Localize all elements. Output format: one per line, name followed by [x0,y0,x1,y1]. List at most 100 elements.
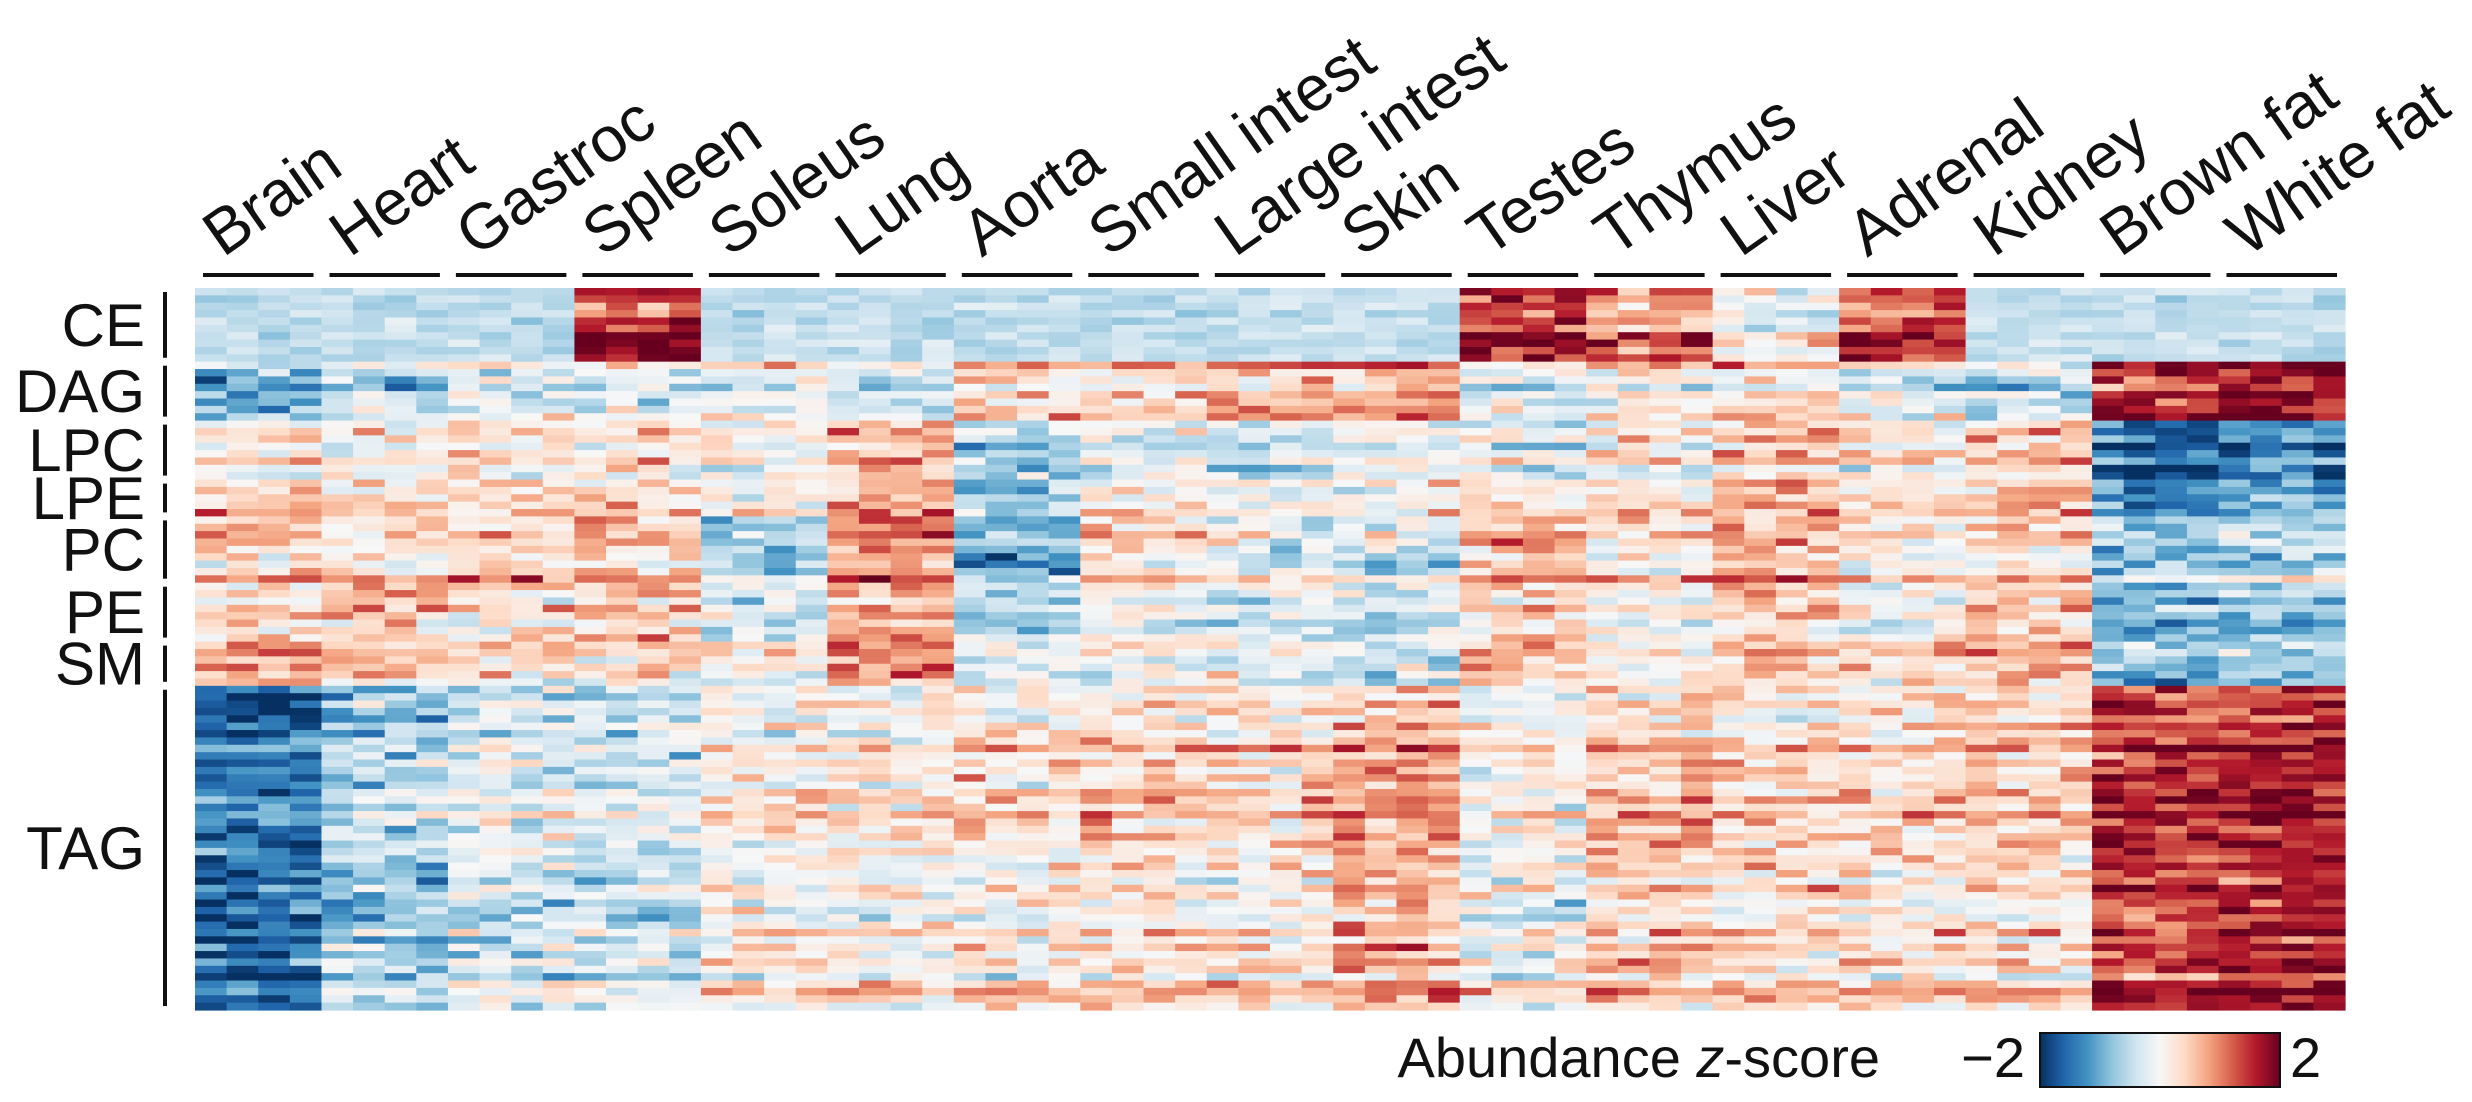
heatmap-cell [2250,420,2283,429]
heatmap-cell [226,523,259,532]
heatmap-cell [858,450,892,459]
heatmap-cell [511,671,544,680]
heatmap-cell [1997,332,2030,341]
heatmap-cell [2186,649,2220,657]
heatmap-cell [1839,582,1872,591]
heatmap-cell [1111,442,1145,451]
heatmap-cell [858,641,892,650]
heatmap-cell [447,796,481,805]
heatmap-cell [1617,288,1651,296]
heatmap-cell [922,693,955,702]
heatmap-cell [764,560,797,569]
heatmap-cell [953,774,987,783]
heatmap-cell [953,413,987,422]
heatmap-cell [1554,523,1587,532]
heatmap-cell [1491,427,1524,436]
heatmap-cell [2060,818,2093,827]
heatmap-cell [542,332,576,341]
heatmap-cell [985,759,1018,768]
heatmap-cell [1459,619,1492,628]
heatmap-cell [1206,693,1239,702]
heatmap-cell [1744,295,1777,304]
heatmap-cell [858,766,892,775]
heatmap-cell [2028,744,2062,753]
heatmap-cell [1206,302,1239,311]
heatmap-cell [922,730,955,739]
heatmap-cell [542,700,576,709]
heatmap-cell [1491,788,1524,797]
heatmap-cell [416,730,449,739]
heatmap-cell [1491,582,1524,591]
heatmap-cell [1491,560,1524,569]
heatmap-cell [1522,604,1556,613]
heatmap-cell [1270,288,1303,296]
heatmap-cell [2218,472,2251,481]
heatmap-cell [1459,722,1492,731]
heatmap-cell [953,450,987,459]
heatmap-cell [827,722,860,731]
heatmap-cell [1775,575,1809,584]
heatmap-cell [1238,310,1271,319]
heatmap-cell [764,346,797,355]
heatmap-cell [226,369,259,378]
heatmap-cell [1681,516,1714,525]
heatmap-cell [1617,553,1651,562]
heatmap-cell [795,531,828,540]
heatmap-cell [795,442,828,451]
heatmap-cell [416,420,449,429]
heatmap-cell [1270,464,1303,473]
heatmap-cell [1270,693,1303,702]
heatmap-cell [2155,324,2188,333]
heatmap-cell [1017,766,1050,775]
heatmap-cell [1080,604,1113,613]
heatmap-cell [2060,523,2093,532]
heatmap-cell [669,369,702,378]
heatmap-cell [1270,818,1303,827]
heatmap-cell [1364,722,1398,731]
heatmap-cell [195,656,228,665]
heatmap-cell [2250,494,2283,503]
heatmap-cell [890,685,923,694]
heatmap-cell [2123,413,2156,422]
heatmap-cell [1807,626,1840,635]
heatmap-cell [1997,369,2030,378]
heatmap-cell [1175,531,1208,540]
heatmap-cell [511,759,544,768]
heatmap-cell [2092,715,2125,724]
heatmap-cell [1681,405,1714,414]
heatmap-cell [1933,427,1967,436]
heatmap-cell [1270,590,1303,599]
heatmap-cell [1870,420,1903,429]
heatmap-cell [795,730,828,739]
heatmap-cell [2186,369,2220,378]
heatmap-cell [1712,494,1745,503]
heatmap-cell [2155,516,2188,525]
heatmap-cell [195,523,228,532]
heatmap-cell [1175,597,1208,606]
heatmap-cell [1681,383,1714,392]
heatmap-cell [1048,361,1081,370]
heatmap-cell [1870,509,1903,517]
heatmap-cell [2186,516,2220,525]
heatmap-cell [1080,450,1113,459]
heatmap-cell [1111,604,1145,613]
heatmap-cell [2186,788,2220,797]
heatmap-cell [953,332,987,341]
heatmap-cell [922,509,955,517]
heatmap-cell [2123,405,2156,414]
heatmap-cell [1839,597,1872,606]
heatmap-cell [1965,464,1998,473]
heatmap-cell [1428,759,1461,768]
heatmap-cell [2218,361,2251,370]
heatmap-cell [289,781,323,790]
heatmap-cell [479,310,512,319]
heatmap-cell [321,332,354,341]
heatmap-cell [858,818,892,827]
heatmap-cell [1965,641,1998,650]
heatmap-cell [258,479,291,488]
heatmap-cell [2250,346,2283,355]
heatmap-cell [732,464,765,473]
heatmap-cell [606,560,639,569]
heatmap-cell [1238,730,1271,739]
heatmap-cell [1586,730,1619,739]
